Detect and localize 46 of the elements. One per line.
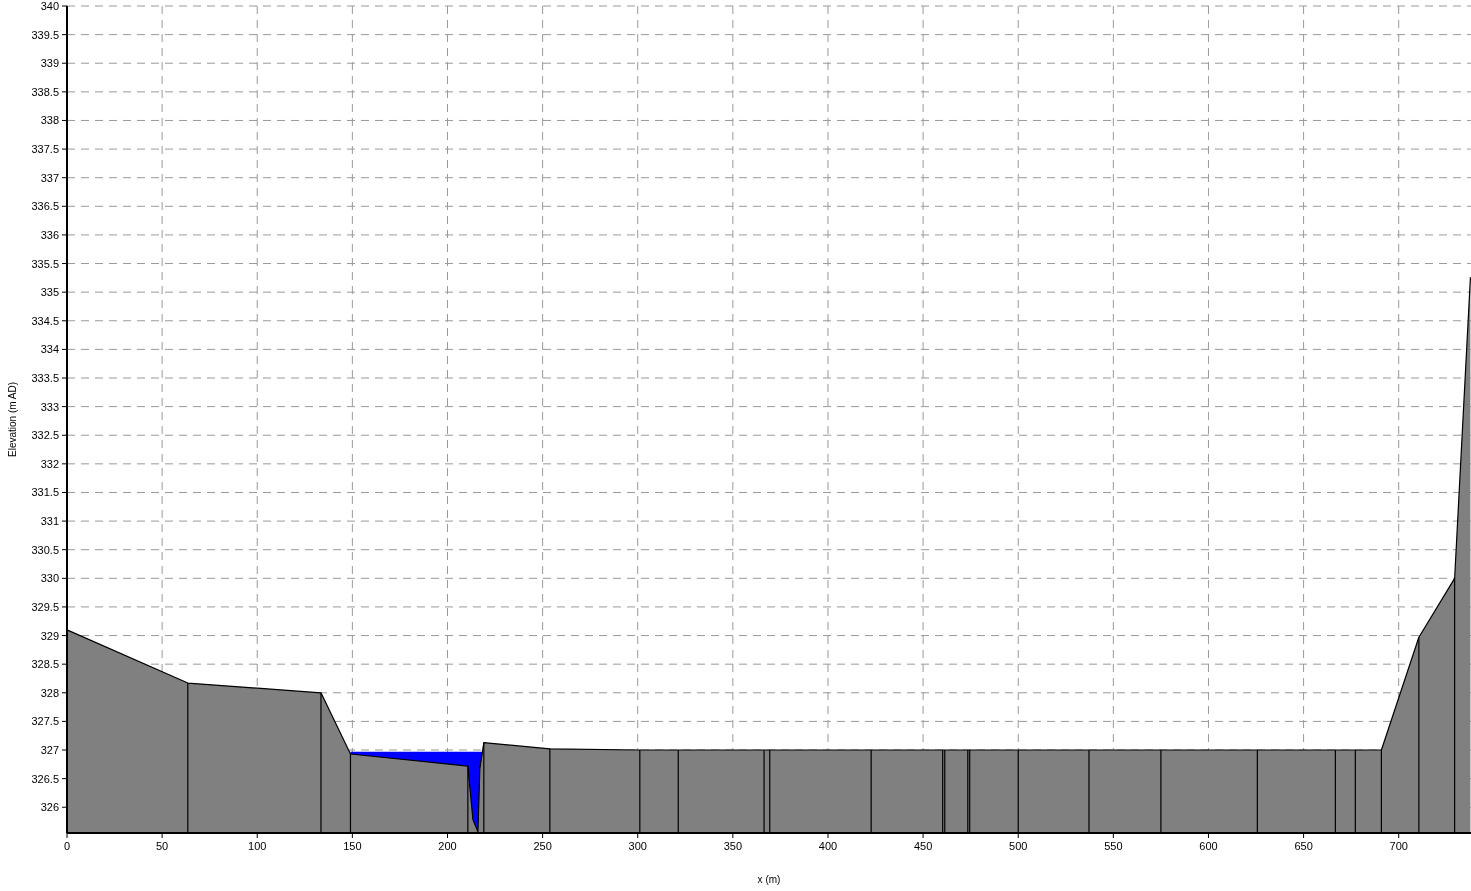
y-tick-label: 330.5 bbox=[31, 543, 59, 556]
y-axis-title: Elevation (m AD) bbox=[7, 381, 18, 458]
y-tick-label: 327.5 bbox=[31, 715, 59, 728]
y-tick-label: 336 bbox=[40, 228, 59, 241]
x-tick-label: 50 bbox=[156, 840, 169, 852]
y-tick-label: 339.5 bbox=[31, 28, 59, 41]
x-tick-label: 450 bbox=[913, 840, 933, 852]
y-tick-label: 334 bbox=[40, 343, 59, 356]
y-tick-label: 335 bbox=[40, 286, 59, 299]
x-tick-label: 400 bbox=[818, 840, 838, 852]
y-tick-label: 333.5 bbox=[31, 372, 59, 385]
y-tick-label: 338 bbox=[40, 114, 59, 127]
x-tick-label: 0 bbox=[63, 840, 71, 852]
y-tick-label: 337 bbox=[40, 171, 59, 184]
y-tick-label: 338.5 bbox=[31, 85, 59, 98]
y-tick-label: 337.5 bbox=[31, 143, 59, 156]
x-tick-label: 550 bbox=[1104, 840, 1123, 852]
y-tick-label: 330 bbox=[40, 572, 59, 585]
x-tick-label: 650 bbox=[1294, 840, 1313, 852]
y-tick-label: 329 bbox=[40, 629, 59, 642]
x-tick-label: 700 bbox=[1389, 840, 1408, 852]
x-tick-label: 500 bbox=[1009, 840, 1028, 852]
y-tick-label: 328 bbox=[40, 686, 59, 699]
x-tick-label: 300 bbox=[628, 840, 647, 852]
y-tick-label: 328.5 bbox=[31, 658, 59, 671]
y-tick-label: 339 bbox=[40, 57, 59, 70]
y-tick-label: 336.5 bbox=[31, 200, 59, 213]
x-tick-label: 350 bbox=[723, 840, 743, 852]
y-tick-label: 331 bbox=[40, 515, 59, 528]
y-tick-label: 333 bbox=[40, 400, 59, 413]
x-tick-label: 600 bbox=[1199, 840, 1218, 852]
x-tick-label: 100 bbox=[248, 840, 267, 852]
y-tick-label: 326.5 bbox=[31, 772, 59, 785]
y-tick-label: 340 bbox=[40, 0, 59, 12]
y-tick-label: 327 bbox=[40, 744, 59, 757]
x-tick-label: 250 bbox=[533, 840, 552, 852]
y-tick-label: 331.5 bbox=[31, 486, 59, 499]
y-tick-label: 329.5 bbox=[31, 600, 59, 613]
y-tick-label: 334.5 bbox=[31, 314, 59, 327]
y-tick-label: 335.5 bbox=[31, 257, 59, 270]
y-tick-label: 332.5 bbox=[31, 429, 59, 442]
x-axis-title: x (m) bbox=[757, 874, 781, 885]
y-tick-label: 326 bbox=[40, 801, 59, 814]
y-tick-label: 332 bbox=[40, 457, 59, 470]
x-tick-label: 200 bbox=[438, 840, 457, 852]
x-tick-label: 150 bbox=[343, 840, 362, 852]
